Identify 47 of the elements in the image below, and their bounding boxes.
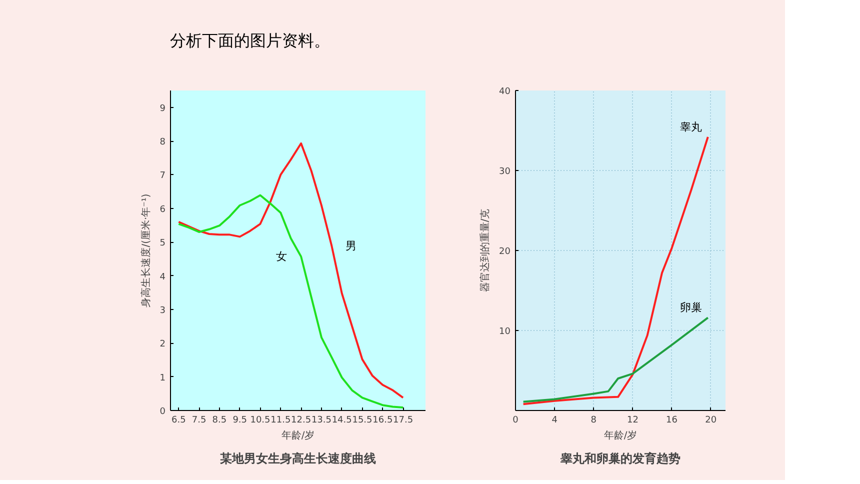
- y-tick-label: 8: [160, 138, 166, 148]
- x-tick-label: 4: [552, 416, 558, 426]
- x-axis-title: 年龄/岁: [281, 430, 315, 442]
- line-series: [522, 136, 709, 406]
- y-axis-title: 身高生长速度/(厘米·年⁻¹): [140, 194, 152, 308]
- y-tick-label: 40: [499, 87, 511, 97]
- text: 某地男女生身高生长速度曲线: [219, 452, 376, 466]
- x-tick-label: 0: [512, 416, 519, 426]
- y-tick-label: 7: [160, 171, 166, 182]
- line-series: [178, 142, 404, 399]
- y-tick-label: 30: [499, 167, 511, 177]
- y-tick-label: 2: [160, 340, 166, 350]
- text: 睾丸和卵巢的发育趋势: [560, 452, 680, 466]
- x-tick-label: 17.5: [393, 416, 414, 426]
- y-tick-label: 5: [160, 238, 166, 249]
- x-tick-label: 7.5: [192, 416, 206, 426]
- x-tick-label: 10.5: [250, 416, 270, 426]
- x-axis-title: 年龄/岁: [604, 430, 638, 442]
- x-tick-label: 8.5: [212, 416, 227, 426]
- x-tick-label: 11.5: [270, 416, 291, 426]
- x-tick-label: 16: [666, 416, 678, 426]
- series-label: 睾丸: [680, 120, 702, 134]
- line-series: [522, 316, 709, 403]
- x-tick-label: 15.5: [352, 416, 372, 426]
- x-tick-label: 14.5: [332, 416, 352, 426]
- x-tick-label: 8: [590, 416, 597, 426]
- y-axis-title: 器官达到的重量/克: [479, 208, 492, 292]
- y-tick-label: 6: [160, 204, 166, 215]
- y-tick-label: 3: [160, 306, 166, 316]
- x-tick-label: 9.5: [232, 416, 248, 426]
- text: 分析下面的图片资料。: [170, 30, 330, 52]
- series-label: 卵巢: [680, 301, 702, 314]
- y-tick-label: 9: [160, 104, 166, 114]
- x-tick-label: 13.5: [311, 416, 332, 426]
- y-tick-label: 1: [160, 373, 166, 384]
- x-tick-label: 20: [705, 416, 717, 426]
- y-tick-label: 0: [160, 407, 166, 417]
- x-tick-label: 6.5: [172, 416, 186, 426]
- x-tick-label: 12: [626, 416, 638, 426]
- series-label: 女: [276, 250, 288, 264]
- y-tick-label: 4: [160, 272, 166, 282]
- y-tick-label: 10: [499, 327, 511, 337]
- x-tick-label: 12.5: [291, 416, 312, 426]
- y-tick-label: 20: [499, 247, 511, 257]
- series-label: 男: [346, 239, 357, 252]
- x-tick-label: 16.5: [372, 416, 393, 426]
- line-series: [178, 194, 404, 408]
